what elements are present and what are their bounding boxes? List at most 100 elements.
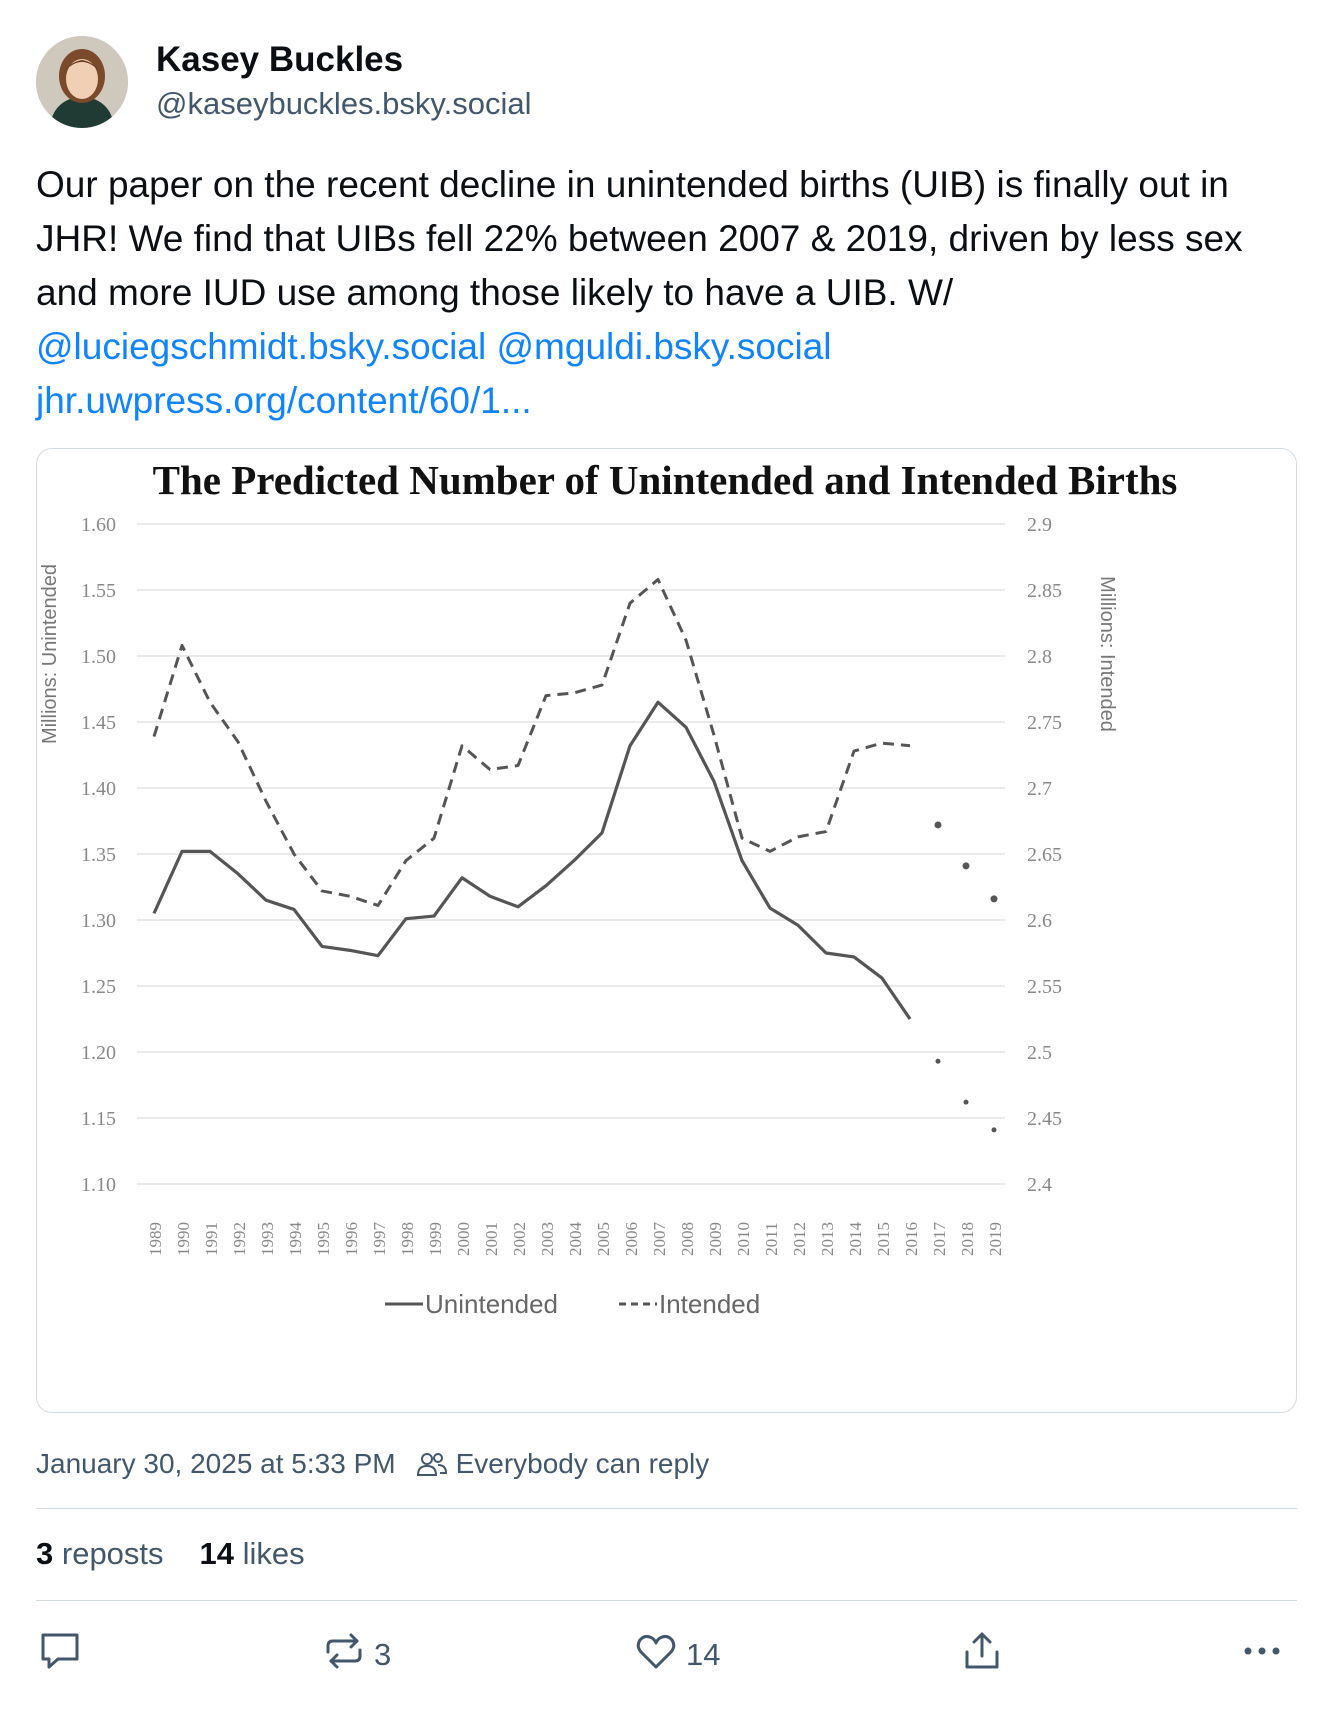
chart-left-axis-ticks: 1.60 1.55 1.50 1.45 1.40 1.35 1.30 1.25 1.20 1.15… bbox=[81, 514, 116, 1196]
x-axis-tick-label: 1998 bbox=[398, 1222, 417, 1256]
divider-top bbox=[36, 1508, 1297, 1509]
x-axis-tick-label: 2005 bbox=[594, 1222, 613, 1256]
x-axis-tick-label: 2002 bbox=[510, 1222, 529, 1256]
left-axis-tick-label: 1.35 bbox=[81, 844, 116, 866]
chart-svg: The Predicted Number of Unintended and I… bbox=[39, 457, 1178, 1319]
x-axis-tick-label: 2004 bbox=[566, 1222, 585, 1257]
chart-left-axis-label: Millions: Unintended bbox=[39, 564, 61, 744]
x-axis-tick-label: 2018 bbox=[958, 1222, 977, 1256]
x-axis-tick-label: 1995 bbox=[314, 1222, 333, 1256]
x-axis-tick-label: 1997 bbox=[370, 1222, 389, 1257]
chart-title: The Predicted Number of Unintended and I… bbox=[153, 457, 1178, 503]
x-axis-tick-label: 2016 bbox=[902, 1222, 921, 1256]
chart-gridlines bbox=[137, 523, 1005, 1185]
chart-x-axis-ticks: 1989 1990 1991 1992 1993 1994 1995 1996 1997 1998… bbox=[146, 1222, 1005, 1257]
reposts-count: 3 bbox=[36, 1536, 54, 1571]
likes-label: likes bbox=[242, 1536, 305, 1571]
post-timestamp[interactable]: January 30, 2025 at 5:33 PM bbox=[36, 1448, 396, 1479]
left-axis-tick-label: 1.50 bbox=[81, 646, 116, 668]
right-axis-tick-label: 2.8 bbox=[1027, 646, 1052, 668]
post-text: Our paper on the recent decline in unint… bbox=[36, 158, 1296, 428]
legend-unintended-label: Unintended bbox=[425, 1289, 558, 1319]
reply-setting-label[interactable]: Everybody can reply bbox=[455, 1448, 710, 1479]
likes-stat[interactable]: 14 likes bbox=[200, 1536, 305, 1572]
projected-point-intended bbox=[990, 895, 998, 903]
left-axis-tick-label: 1.45 bbox=[81, 712, 116, 734]
left-axis-tick-label: 1.40 bbox=[81, 778, 116, 800]
legend-intended-label: Intended bbox=[659, 1289, 760, 1319]
mention-link-mguldi[interactable]: @mguldi.bsky.social bbox=[496, 326, 832, 367]
embedded-chart-image[interactable]: The Predicted Number of Unintended and I… bbox=[36, 448, 1297, 1413]
post-stats: 3 reposts 14 likes bbox=[36, 1536, 305, 1572]
x-axis-tick-label: 1991 bbox=[202, 1222, 221, 1256]
chart-legend: Unintended Intended bbox=[385, 1289, 760, 1319]
x-axis-tick-label: 2007 bbox=[650, 1222, 669, 1257]
x-axis-tick-label: 2013 bbox=[818, 1222, 837, 1256]
left-axis-tick-label: 1.10 bbox=[81, 1174, 116, 1196]
repost-button[interactable]: 3 bbox=[322, 1630, 391, 1680]
likes-count: 14 bbox=[199, 1536, 235, 1571]
article-link[interactable]: jhr.uwpress.org/content/60/1... bbox=[36, 380, 532, 421]
x-axis-tick-label: 2014 bbox=[846, 1222, 865, 1257]
right-axis-tick-label: 2.9 bbox=[1027, 514, 1052, 536]
mention-link-luciegschmidt[interactable]: @luciegschmidt.bsky.social bbox=[36, 326, 487, 367]
series-line-unintended bbox=[152, 700, 912, 1020]
heart-icon bbox=[634, 1630, 678, 1680]
repost-count: 3 bbox=[374, 1637, 392, 1672]
x-axis-tick-label: 2006 bbox=[622, 1222, 641, 1256]
projected-point-unintended bbox=[935, 1058, 941, 1064]
chart-right-axis-label: Millions: Intended bbox=[1096, 576, 1118, 732]
reply-button[interactable] bbox=[38, 1630, 82, 1680]
people-icon bbox=[416, 1451, 448, 1477]
like-button[interactable]: 14 bbox=[634, 1630, 720, 1680]
right-axis-tick-label: 2.6 bbox=[1027, 910, 1052, 932]
left-axis-tick-label: 1.15 bbox=[81, 1108, 116, 1130]
x-axis-tick-label: 1996 bbox=[342, 1222, 361, 1256]
right-axis-tick-label: 2.4 bbox=[1027, 1174, 1052, 1196]
x-axis-tick-label: 1990 bbox=[174, 1222, 193, 1256]
left-axis-tick-label: 1.20 bbox=[81, 1042, 116, 1064]
x-axis-tick-label: 2008 bbox=[678, 1222, 697, 1256]
x-axis-tick-label: 1999 bbox=[426, 1222, 445, 1256]
reposts-label: reposts bbox=[61, 1536, 164, 1571]
chart-series bbox=[152, 577, 998, 1133]
left-axis-tick-label: 1.55 bbox=[81, 580, 116, 602]
author-display-name[interactable]: Kasey Buckles bbox=[156, 40, 404, 79]
author-avatar[interactable] bbox=[36, 36, 128, 128]
right-axis-tick-label: 2.45 bbox=[1027, 1108, 1062, 1130]
left-axis-tick-label: 1.30 bbox=[81, 910, 116, 932]
reposts-stat[interactable]: 3 reposts bbox=[36, 1536, 164, 1572]
right-axis-tick-label: 2.75 bbox=[1027, 712, 1062, 734]
divider-bottom bbox=[36, 1600, 1297, 1601]
post-body-text: Our paper on the recent decline in unint… bbox=[36, 164, 1243, 313]
x-axis-tick-label: 2017 bbox=[930, 1222, 949, 1257]
x-axis-tick-label: 2001 bbox=[482, 1222, 501, 1256]
post-meta: January 30, 2025 at 5:33 PM Everybody ca… bbox=[36, 1448, 709, 1480]
projected-point-unintended bbox=[963, 1099, 969, 1105]
like-count: 14 bbox=[686, 1637, 721, 1672]
x-axis-tick-label: 2015 bbox=[874, 1222, 893, 1256]
post-action-bar: 3 14 bbox=[0, 1630, 1333, 1682]
x-axis-tick-label: 2012 bbox=[790, 1222, 809, 1256]
share-upload-icon bbox=[960, 1630, 1004, 1680]
chart-right-axis-ticks: 2.9 2.85 2.8 2.75 2.7 2.65 2.6 2.55 2.5 2.45 2.4 bbox=[1027, 514, 1062, 1196]
left-axis-tick-label: 1.60 bbox=[81, 514, 116, 536]
ellipsis-icon bbox=[1240, 1630, 1284, 1680]
x-axis-tick-label: 2010 bbox=[734, 1222, 753, 1256]
right-axis-tick-label: 2.85 bbox=[1027, 580, 1062, 602]
projected-point-intended bbox=[962, 862, 970, 870]
x-axis-tick-label: 2000 bbox=[454, 1222, 473, 1256]
more-options-button[interactable] bbox=[1240, 1630, 1284, 1680]
repost-arrows-icon bbox=[322, 1630, 366, 1680]
x-axis-tick-label: 2011 bbox=[762, 1222, 781, 1255]
series-line-intended bbox=[152, 577, 911, 907]
speech-bubble-icon bbox=[38, 1630, 82, 1680]
x-axis-tick-label: 1994 bbox=[286, 1222, 305, 1257]
right-axis-tick-label: 2.65 bbox=[1027, 844, 1062, 866]
share-button[interactable] bbox=[960, 1630, 1004, 1680]
projected-point-intended bbox=[934, 821, 942, 829]
x-axis-tick-label: 2003 bbox=[538, 1222, 557, 1256]
author-handle[interactable]: @kaseybuckles.bsky.social bbox=[156, 86, 532, 121]
x-axis-tick-label: 1992 bbox=[230, 1222, 249, 1256]
x-axis-tick-label: 2019 bbox=[986, 1222, 1005, 1256]
